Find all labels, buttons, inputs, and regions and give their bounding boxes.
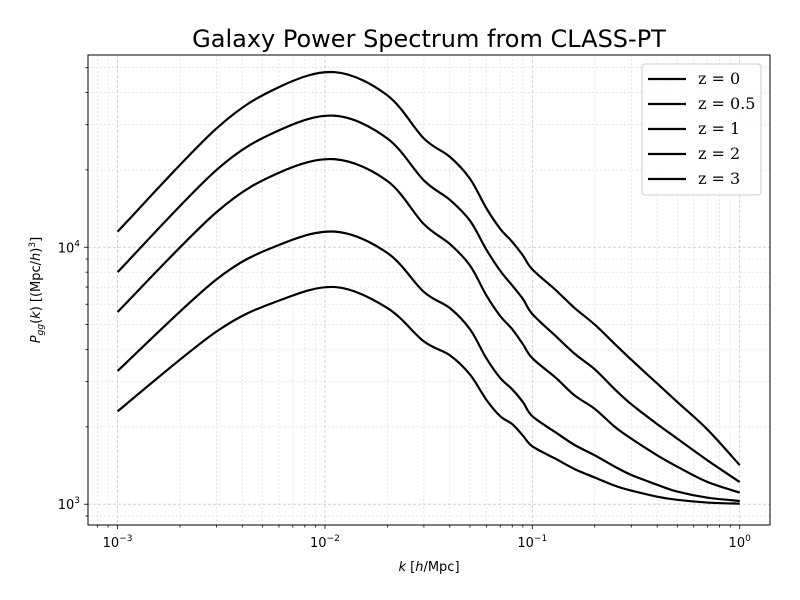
legend-label: z = 2 bbox=[698, 144, 740, 163]
x-tick-label: 100 bbox=[729, 534, 752, 551]
x-tick-label: 10−1 bbox=[517, 534, 547, 551]
series-line-3 bbox=[116, 230, 740, 503]
y-axis-ticks: 103 104 bbox=[58, 67, 88, 517]
series-line-4 bbox=[116, 285, 740, 505]
y-tick-label: 104 bbox=[58, 239, 81, 256]
legend-label: z = 0 bbox=[698, 69, 740, 88]
x-tick-label: 10−2 bbox=[310, 534, 340, 551]
x-axis-ticks: 10−3 10−2 10−1 100 bbox=[97, 525, 751, 551]
series-line-2 bbox=[116, 157, 741, 494]
y-axis-label: Pgg(k) [(Mpc/h)3] bbox=[28, 237, 46, 343]
legend: z = 0 z = 0.5 z = 1 z = 2 z = 3 bbox=[641, 63, 762, 196]
plot-area-frame bbox=[87, 54, 771, 526]
series-line-1 bbox=[116, 114, 741, 483]
x-tick-label: 10−3 bbox=[103, 534, 133, 551]
legend-label: z = 0.5 bbox=[698, 94, 755, 113]
series-lines bbox=[116, 70, 741, 505]
legend-box bbox=[641, 63, 762, 196]
legend-label: z = 1 bbox=[698, 119, 740, 138]
legend-label: z = 3 bbox=[698, 169, 740, 188]
series-line-0 bbox=[116, 70, 741, 466]
chart-title: Galaxy Power Spectrum from CLASS-PT bbox=[192, 25, 666, 53]
x-axis-label: k [h/Mpc] bbox=[398, 560, 459, 575]
y-tick-label: 103 bbox=[58, 496, 80, 513]
grid-lines bbox=[88, 55, 770, 525]
